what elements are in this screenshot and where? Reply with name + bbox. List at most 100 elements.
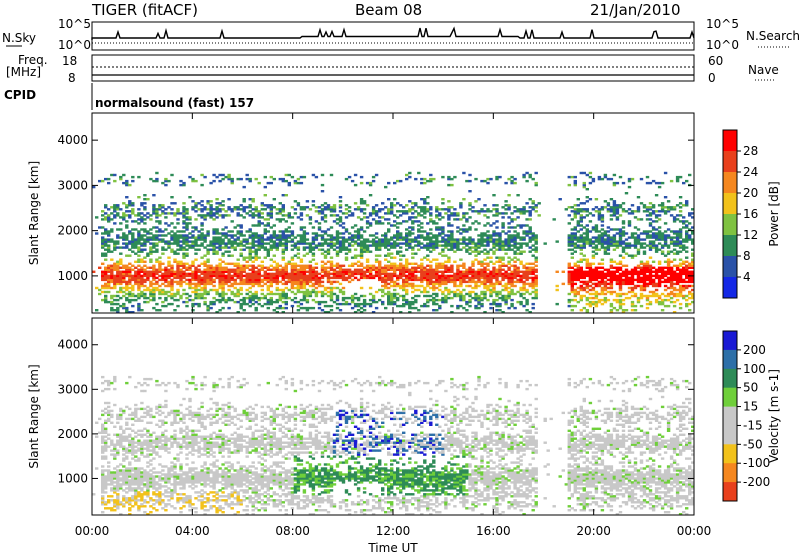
power-cell xyxy=(624,210,629,213)
power-cell xyxy=(191,282,195,286)
power-cell xyxy=(411,238,415,241)
power-cell xyxy=(167,290,171,294)
power-cell xyxy=(200,173,204,177)
power-cell xyxy=(573,264,577,267)
power-cell xyxy=(642,210,647,213)
power-cell xyxy=(182,264,186,267)
power-cell xyxy=(486,278,490,282)
power-cell xyxy=(636,242,641,245)
power-cell xyxy=(104,272,108,276)
power-cell xyxy=(420,222,424,225)
power-cell xyxy=(663,236,668,239)
power-cell xyxy=(254,258,258,261)
power-cell xyxy=(459,292,463,296)
power-cell xyxy=(305,232,310,235)
power-cell xyxy=(128,210,132,213)
power-cell xyxy=(368,240,373,243)
power-cell xyxy=(396,298,400,302)
power-cell xyxy=(203,276,207,280)
power-cell xyxy=(531,280,535,284)
power-cell xyxy=(417,224,421,227)
power-cell xyxy=(230,282,234,286)
power-cell xyxy=(507,222,511,225)
power-cell xyxy=(501,311,505,314)
power-cell xyxy=(519,236,523,239)
power-cell xyxy=(269,214,273,217)
power-cell xyxy=(206,212,210,215)
power-cell xyxy=(633,238,638,241)
power-cell xyxy=(365,274,370,278)
power-cell xyxy=(137,214,141,217)
power-cell xyxy=(600,224,605,227)
power-cell xyxy=(411,284,415,288)
power-cell xyxy=(248,286,252,290)
power-cell xyxy=(444,274,448,278)
power-cell xyxy=(408,234,412,237)
power-cell xyxy=(402,210,406,213)
power-cell xyxy=(236,272,240,276)
power-cell xyxy=(101,298,105,302)
power-cell xyxy=(387,252,391,255)
power-cell xyxy=(185,274,189,278)
power-cell xyxy=(272,276,276,280)
power-cell xyxy=(534,278,538,282)
power-cell xyxy=(459,298,463,302)
power-cell xyxy=(600,177,605,181)
power-cell xyxy=(206,250,210,253)
power-cell xyxy=(359,226,364,229)
power-cell xyxy=(636,218,641,221)
power-cell xyxy=(176,238,180,241)
power-cell xyxy=(362,248,367,251)
power-cell xyxy=(281,244,285,247)
power-cell xyxy=(305,306,310,310)
power-cell xyxy=(218,280,222,284)
power-cell xyxy=(594,294,599,298)
power-cell xyxy=(284,230,288,233)
power-cell xyxy=(435,268,439,271)
power-cell xyxy=(489,270,493,273)
power-cell xyxy=(438,306,442,310)
power-cell xyxy=(477,260,481,263)
power-cell xyxy=(534,284,538,288)
power-cell xyxy=(137,258,141,261)
power-cell xyxy=(462,230,466,233)
power-cell xyxy=(110,218,114,221)
power-cell xyxy=(269,212,273,215)
power-cell xyxy=(290,268,295,271)
power-cell xyxy=(176,260,180,263)
power-cell xyxy=(191,276,195,280)
power-cell xyxy=(399,268,403,271)
power-cell xyxy=(453,212,457,215)
power-cell xyxy=(651,280,656,284)
power-cell xyxy=(290,238,295,241)
power-cell xyxy=(314,220,319,223)
power-cell xyxy=(468,246,472,249)
power-cell xyxy=(486,252,490,255)
power-cell xyxy=(209,206,213,209)
power-cell xyxy=(329,268,334,271)
power-cell xyxy=(311,236,316,239)
power-cell xyxy=(411,232,415,235)
power-cell xyxy=(657,234,662,237)
power-cell xyxy=(110,309,114,312)
power-cell xyxy=(326,228,331,231)
power-cell xyxy=(212,240,216,243)
power-cell xyxy=(414,244,418,247)
power-cell xyxy=(516,232,520,235)
power-cell xyxy=(411,222,415,225)
power-cell xyxy=(236,212,240,215)
nave-label: Nave xyxy=(748,63,779,77)
power-cell xyxy=(215,250,219,253)
power-cell xyxy=(504,300,508,304)
power-cell xyxy=(317,212,322,215)
power-cell xyxy=(534,260,538,263)
power-cell xyxy=(239,177,243,181)
power-cell xyxy=(615,294,620,298)
power-cell xyxy=(200,242,204,245)
power-cell xyxy=(116,302,120,306)
power-cell xyxy=(633,286,638,290)
power-cell xyxy=(381,276,385,280)
power-cell xyxy=(573,183,577,187)
power-cell xyxy=(489,282,493,286)
power-cell xyxy=(143,294,147,298)
